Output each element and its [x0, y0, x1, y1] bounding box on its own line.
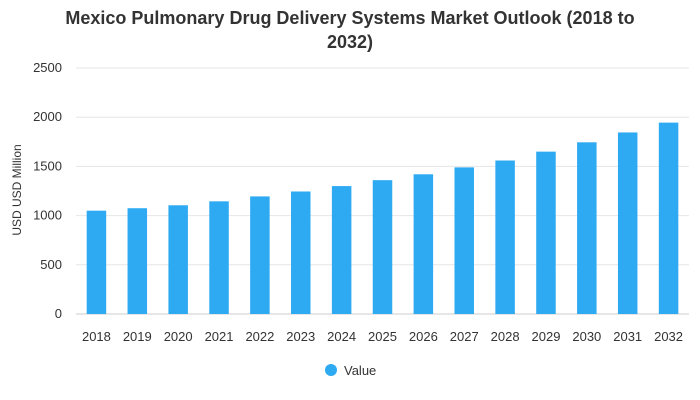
x-tick-label: 2026 [409, 329, 438, 344]
bar-2021[interactable] [209, 201, 229, 314]
x-tick-label: 2018 [82, 329, 111, 344]
legend[interactable]: Value [325, 363, 376, 378]
x-tick-label: 2022 [245, 329, 274, 344]
bar-2022[interactable] [250, 196, 270, 314]
x-tick-label: 2032 [654, 329, 683, 344]
bar-2024[interactable] [331, 186, 352, 314]
bar-2018[interactable] [86, 210, 107, 314]
bar-2020[interactable] [168, 205, 188, 314]
x-tick-label: 2028 [491, 329, 520, 344]
x-tick-label: 2023 [286, 329, 315, 344]
x-axis-ticks: 2018 2019 2020 2021 2022 2023 2024 2025 2026 2027… [82, 329, 683, 344]
x-tick-label: 2029 [532, 329, 561, 344]
y-tick-label: 1000 [33, 208, 62, 223]
bar-2029[interactable] [536, 151, 556, 314]
chart-title: Mexico Pulmonary Drug Delivery Systems M… [65, 8, 634, 52]
x-tick-label: 2020 [164, 329, 193, 344]
bar-2026[interactable] [413, 174, 434, 314]
x-tick-label: 2025 [368, 329, 397, 344]
chart-title-line-2: 2032) [327, 32, 373, 52]
y-tick-label: 2000 [33, 109, 62, 124]
x-tick-label: 2019 [123, 329, 152, 344]
x-tick-label: 2021 [205, 329, 234, 344]
bar-2023[interactable] [291, 191, 311, 314]
y-tick-label: 2500 [33, 60, 62, 75]
bar-2030[interactable] [577, 142, 597, 314]
y-tick-label: 500 [40, 257, 62, 272]
bar-2031[interactable] [617, 132, 638, 314]
bar-2027[interactable] [454, 167, 474, 314]
y-axis-ticks: 0 500 1000 1500 2000 2500 [33, 60, 62, 321]
x-tick-label: 2031 [613, 329, 642, 344]
bar-2032[interactable] [658, 122, 679, 314]
y-tick-label: 1500 [33, 158, 62, 173]
legend-label-value[interactable]: Value [344, 363, 376, 378]
y-tick-label: 0 [55, 306, 62, 321]
x-tick-label: 2027 [450, 329, 479, 344]
chart-title-line-1: Mexico Pulmonary Drug Delivery Systems M… [65, 8, 634, 28]
legend-marker-value[interactable] [325, 364, 337, 376]
y-axis-label: USD USD Million [10, 144, 24, 235]
x-tick-label: 2030 [572, 329, 601, 344]
bars [86, 122, 679, 314]
bar-2019[interactable] [127, 208, 148, 314]
bar-2025[interactable] [372, 180, 393, 314]
bar-2028[interactable] [495, 160, 515, 314]
x-tick-label: 2024 [327, 329, 356, 344]
